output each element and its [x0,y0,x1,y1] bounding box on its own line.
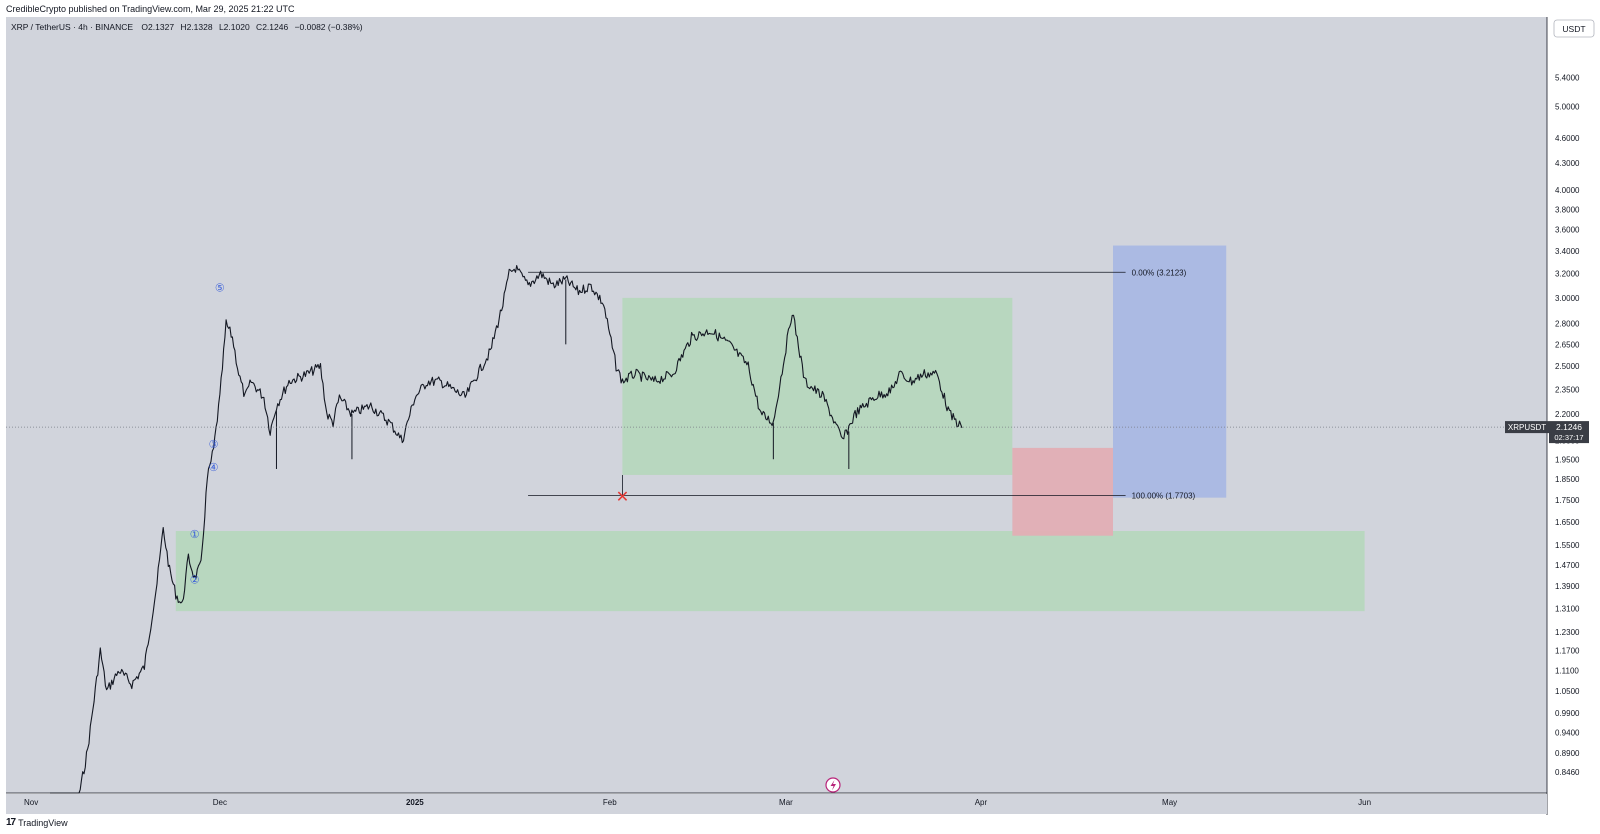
legend-open-label: O [141,22,148,32]
y-tick-label: 0.9900 [1555,709,1580,718]
tradingview-logo-icon: 17 [6,817,16,828]
wave-label: ① [190,529,200,541]
currency-button[interactable]: USDT [1553,19,1595,38]
y-tick-label: 0.8460 [1555,768,1580,777]
y-tick-label: 5.4000 [1555,74,1580,83]
y-tick-label: 3.0000 [1555,294,1580,303]
time-scale[interactable] [6,794,1547,814]
legend-close-value: 2.1246 [262,22,288,32]
x-tick-label: Mar [779,798,793,807]
zones-layer [175,245,1365,612]
y-tick-label: 1.2300 [1555,628,1580,637]
legend-low-value: 2.1020 [224,22,250,32]
zone-target [1113,245,1227,498]
y-tick-label: 3.6000 [1555,226,1580,235]
y-tick-label: 0.8900 [1555,749,1580,758]
y-tick-label: 1.4700 [1555,561,1580,570]
y-tick-label: 1.0500 [1555,687,1580,696]
x-tick-label: 2025 [406,798,424,807]
wave-label: ④ [209,462,219,474]
legend-low-label: L [219,22,224,32]
price-scale[interactable] [1547,17,1600,793]
tradingview-brand-label: TradingView [18,817,68,828]
y-tick-label: 3.2000 [1555,270,1580,279]
y-tick-label: 1.1100 [1555,666,1579,675]
y-tick-label: 2.8000 [1555,320,1580,329]
y-tick-label: 2.2000 [1555,410,1580,419]
price-badge: XRPUSDT 2.1246 02:37:17 [1505,421,1589,444]
x-tick-label: May [1162,798,1177,807]
legend-symbol: XRP / TetherUS · 4h · BINANCE [11,22,133,32]
zone-range [622,297,1013,475]
x-tick-label: Feb [603,798,617,807]
y-tick-label: 1.5500 [1555,541,1580,550]
wave-label: ③ [209,439,219,451]
legend-open-value: 2.1327 [148,22,174,32]
y-tick-label: 5.0000 [1555,103,1580,112]
invalidation-marker: ✕ [616,489,629,506]
fib-level-label: 100.00% (1.7703) [1132,491,1196,500]
y-tick-label: 0.9400 [1555,729,1580,738]
x-tick-label: Dec [213,798,227,807]
y-tick-label: 1.1700 [1555,647,1580,656]
bar-countdown-label: 02:37:17 [1554,433,1583,442]
y-tick-label: 2.5000 [1555,362,1580,371]
x-tick-label: Apr [975,798,988,807]
publish-line: CredibleCrypto published on TradingView.… [6,4,295,14]
price-series-line [50,265,963,794]
y-tick-label: 4.3000 [1555,159,1580,168]
zone-demand [175,531,1365,612]
ticker-badge [1505,421,1549,434]
currency-button-label: USDT [1562,24,1585,34]
y-tick-label: 1.7500 [1555,496,1580,505]
legend-change: −0.0082 (−0.38%) [295,22,363,32]
last-price-badge [1549,421,1589,444]
y-tick-label: 1.9500 [1555,455,1580,464]
price-layer [6,265,1547,794]
x-tick-label: Jun [1358,798,1371,807]
wave-label: ⑤ [215,283,225,295]
y-tick-label: 2.6500 [1555,340,1580,349]
legend-line: XRP / TetherUS · 4h · BINANCE O2.1327 H2… [11,22,363,32]
last-price-label: 2.1246 [1556,422,1582,432]
ticker-badge-label: XRPUSDT [1508,423,1546,432]
y-tick-label: 1.8500 [1555,475,1580,484]
y-tick-label: 4.6000 [1555,134,1580,143]
tradingview-brand[interactable]: 17 TradingView [6,817,68,828]
y-tick-label: 3.4000 [1555,247,1580,256]
zone-stop [1012,447,1114,536]
legend-high-value: 2.1328 [187,22,213,32]
wave-label: ② [190,574,200,586]
marks-layer: ① ② ③ ④ ⑤ ✕ [190,283,629,587]
y-tick-label: 2.3500 [1555,385,1580,394]
y-tick-label: 3.8000 [1555,205,1580,214]
legend-high-label: H [180,22,186,32]
legend-close-label: C [256,22,262,32]
x-tick-label: Nov [24,798,38,807]
y-tick-label: 1.6500 [1555,518,1580,527]
fib-level-label: 0.00% (3.2123) [1132,268,1187,277]
y-tick-label: 1.3900 [1555,582,1580,591]
y-tick-label: 1.3100 [1555,604,1580,613]
x-axis-ticks: Nov Dec 2025 Feb Mar Apr May Jun [24,798,1371,807]
fib-layer: 0.00% (3.2123) 100.00% (1.7703) [528,268,1196,500]
lightning-icon[interactable] [825,777,841,793]
y-tick-label: 4.0000 [1555,186,1580,195]
